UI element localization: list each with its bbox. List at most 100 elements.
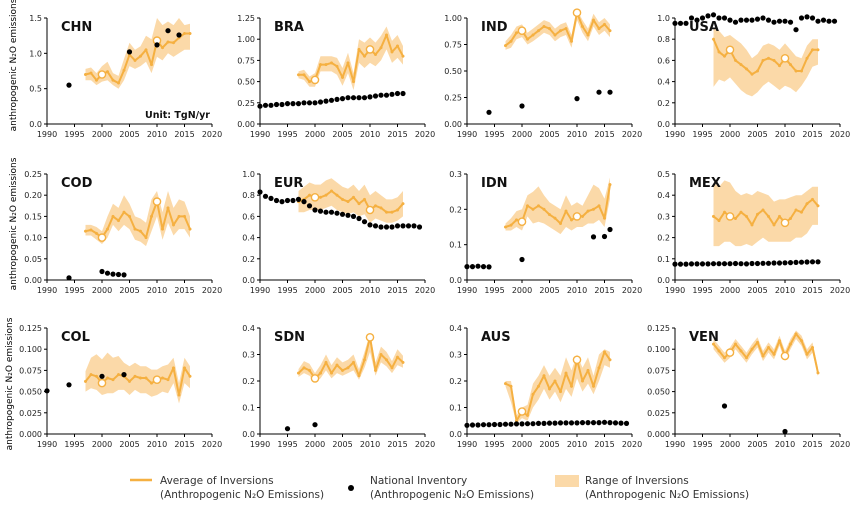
average-point-usa-2006 <box>761 58 765 62</box>
x-tick-label-col-2005: 2005 <box>119 440 139 449</box>
inventory-point-aus-2011 <box>579 420 586 426</box>
average-point-chn-2002 <box>111 78 115 82</box>
y-tick-label-bra-0.75: 0.75 <box>237 56 255 65</box>
y-tick-label-chn-0.5: 0.5 <box>29 85 42 94</box>
average-point-usa-1997 <box>711 37 716 41</box>
inventory-point-mex-2000 <box>727 261 733 267</box>
y-tick-label-cod-0.05: 0.05 <box>24 255 42 264</box>
y-tick-label-aus-0.2: 0.2 <box>449 377 462 386</box>
x-tick-label-sdn-2000: 2000 <box>305 440 325 449</box>
inventory-point-aus-2001 <box>524 421 531 427</box>
average-point-ven-1998 <box>717 349 721 353</box>
inventory-point-eur-2000 <box>312 207 318 213</box>
x-tick-label-idn-2020: 2020 <box>622 286 642 295</box>
x-tick-label-eur-2005: 2005 <box>332 286 352 295</box>
average-point-eur-2014 <box>390 210 394 214</box>
x-tick-label-mex-1990: 1990 <box>665 286 685 295</box>
inventory-point-mex-2014 <box>804 259 810 265</box>
inventory-point-chn-2010 <box>154 42 160 48</box>
inventory-point-idn-2013 <box>590 234 597 240</box>
panel-chn: 1990 1995 2000 2005 2010 2015 2020 0.0 0.5 1.0 1.5… <box>29 14 222 139</box>
average-point-sdn-2002 <box>324 360 328 364</box>
x-tick-label-usa-2005: 2005 <box>747 130 767 139</box>
average-point-cod-2015 <box>182 214 187 218</box>
average-point-col-2012 <box>166 378 170 382</box>
inventory-point-usa-1992 <box>683 20 689 26</box>
x-tick-label-usa-2000: 2000 <box>720 130 740 139</box>
x-tick-label-mex-1995: 1995 <box>692 286 712 295</box>
panel-eur: 1990 1995 2000 2005 2010 2015 2020 0.0 0.2 0.4 0.6… <box>242 170 435 295</box>
average-point-sdn-2005 <box>340 368 345 372</box>
inventory-point-aus-2017 <box>612 420 619 426</box>
inventory-point-aus-1994 <box>486 422 492 428</box>
inventory-point-bra-1995 <box>284 101 291 107</box>
average-point-ven-2003 <box>744 356 749 360</box>
average-point-ven-2013 <box>799 339 804 343</box>
inventory-point-usa-2013 <box>798 15 805 21</box>
average-point-sdn-2008 <box>357 374 361 378</box>
average-point-ind-2007 <box>558 29 563 33</box>
average-point-col-1997 <box>83 379 88 383</box>
x-tick-label-usa-2020: 2020 <box>830 130 850 139</box>
average-point-mex-1997 <box>711 214 716 218</box>
average-point-ind-2001 <box>525 37 530 41</box>
average-point-ven-2011 <box>788 342 793 346</box>
inventory-point-eur-2010 <box>367 222 373 228</box>
average-point-sdn-2016 <box>401 360 405 364</box>
y-tick-label-chn-1.0: 1.0 <box>29 49 42 58</box>
average-point-idn-1999 <box>514 218 519 222</box>
average-point-cod-2014 <box>177 214 181 218</box>
x-tick-label-idn-2005: 2005 <box>539 286 559 295</box>
average-point-ven-2009 <box>777 339 782 343</box>
inventory-point-usa-2010 <box>782 18 788 24</box>
average-point-aus-1997 <box>503 382 508 386</box>
x-tick-label-col-1990: 1990 <box>37 440 57 449</box>
panel-bra: 1990 1995 2000 2005 2010 2015 2020 0.00 0.25 0.50… <box>237 14 435 139</box>
average-point-idn-1998 <box>509 223 513 227</box>
average-point-mex-2003 <box>744 214 749 218</box>
y-tick-label-col-0.075: 0.075 <box>19 366 42 375</box>
average-point-ind-2004 <box>542 24 546 29</box>
average-point-usa-2008 <box>772 58 776 62</box>
average-point-mex-2016 <box>816 204 820 208</box>
average-point-idn-2013 <box>591 207 596 211</box>
average-point-eur-2009 <box>362 197 367 201</box>
x-tick-label-cod-2000: 2000 <box>92 286 112 295</box>
average-point-col-2009 <box>149 381 154 385</box>
average-point-chn-1997 <box>83 72 88 77</box>
average-point-sdn-2012 <box>379 352 383 357</box>
panel-title-chn: CHN <box>61 20 92 35</box>
average-point-bra-2006 <box>346 61 350 65</box>
x-tick-label-ven-1995: 1995 <box>692 440 712 449</box>
average-point-ind-2005 <box>547 27 552 31</box>
y-tick-label-sdn-0.4: 0.4 <box>242 324 255 333</box>
x-tick-label-cod-1990: 1990 <box>37 286 57 295</box>
x-tick-label-chn-1990: 1990 <box>37 130 57 139</box>
average-point-cod-2005 <box>127 214 132 218</box>
panel-mex: 1990 1995 2000 2005 2010 2015 2020 0.0 0.1 0.2 0.3… <box>657 170 850 295</box>
average-point-bra-2010 <box>365 45 375 54</box>
average-point-ind-2003 <box>536 29 541 33</box>
average-point-idn-2011 <box>580 214 585 218</box>
inventory-point-mex-1995 <box>699 261 706 267</box>
average-point-col-2006 <box>133 374 137 378</box>
average-point-mex-2013 <box>799 210 804 214</box>
average-point-idn-2008 <box>564 209 568 213</box>
average-point-usa-2012 <box>794 69 798 73</box>
average-point-usa-1999 <box>722 54 727 58</box>
y-tick-label-idn-0.2: 0.2 <box>449 205 462 214</box>
y-tick-label-ven-0.100: 0.100 <box>647 345 670 354</box>
x-tick-label-chn-2005: 2005 <box>119 130 139 139</box>
average-point-mex-2008 <box>772 223 776 227</box>
average-point-cod-2003 <box>116 219 121 223</box>
inventory-point-aus-1996 <box>497 421 503 428</box>
average-point-usa-2016 <box>816 48 820 52</box>
x-tick-label-bra-2015: 2015 <box>387 130 407 139</box>
average-point-ind-2009 <box>569 39 574 43</box>
average-point-bra-1997 <box>296 73 301 77</box>
average-point-col-2005 <box>127 379 132 383</box>
y-axis-label-row-3: anthropogenic N₂O emissions <box>5 317 15 450</box>
average-point-bra-2002 <box>324 63 328 67</box>
inventory-point-chn-2012 <box>165 28 171 34</box>
y-tick-label-ven-0.125: 0.125 <box>647 324 670 333</box>
